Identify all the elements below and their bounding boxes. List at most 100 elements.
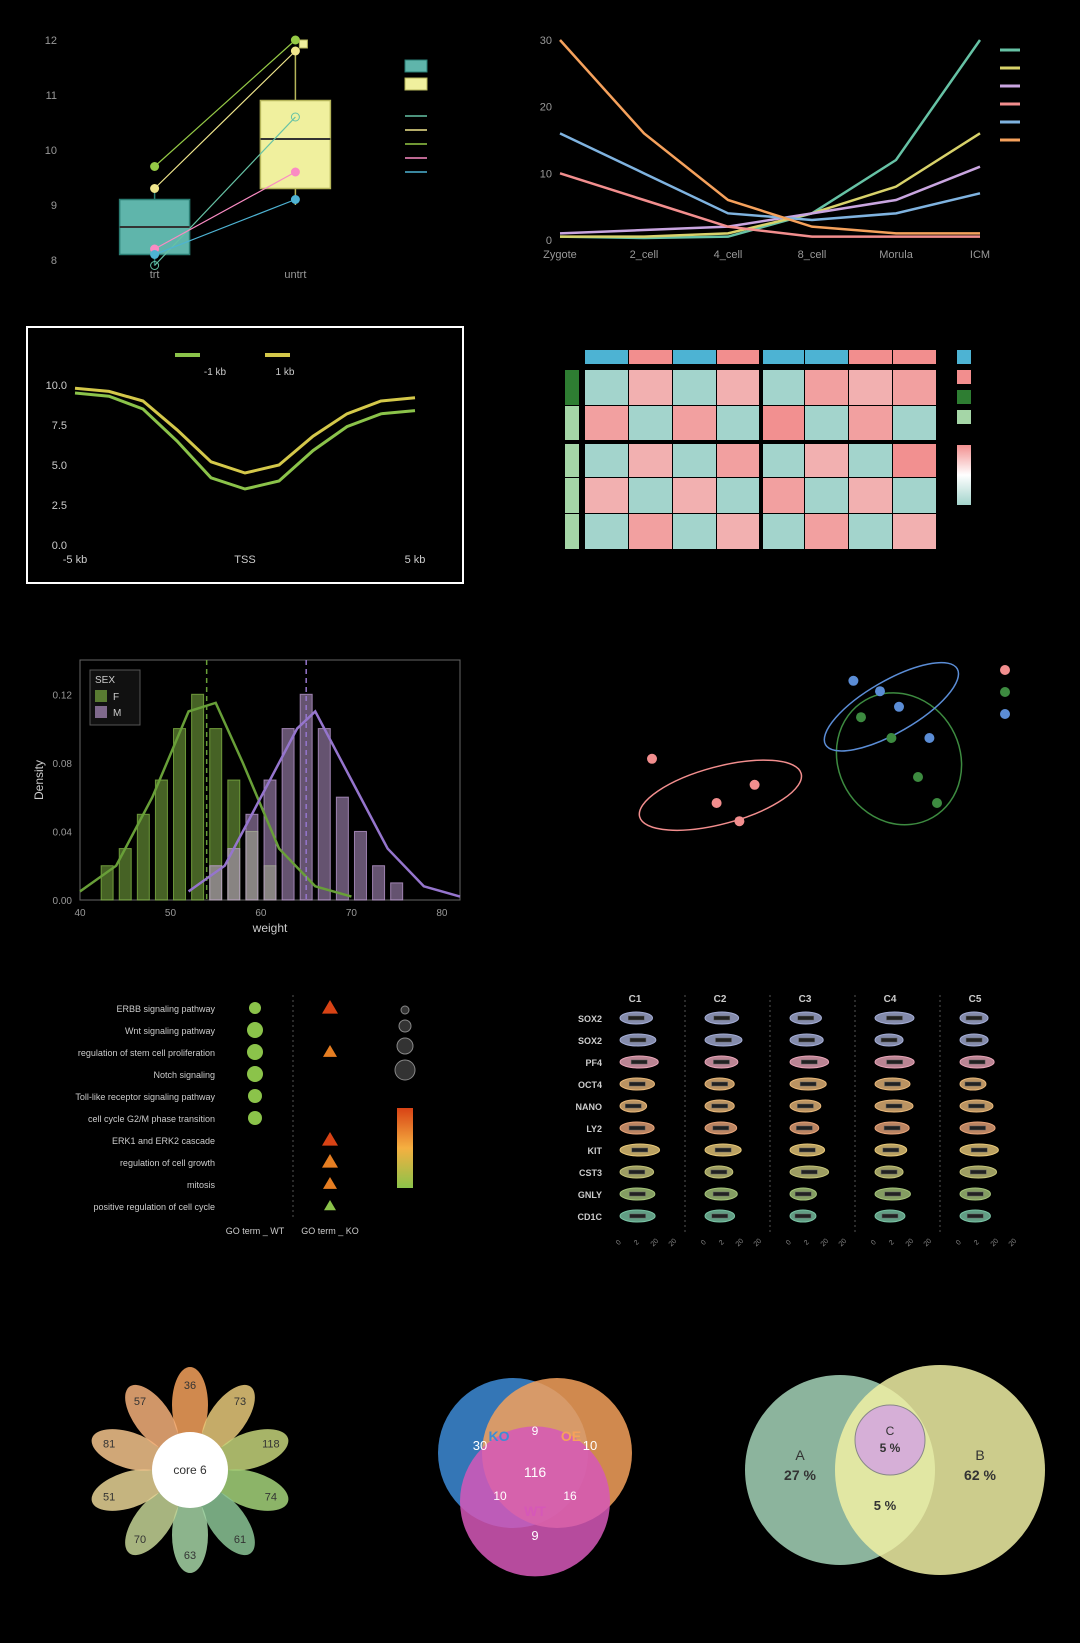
svg-text:C2: C2	[714, 994, 727, 1005]
svg-text:C: C	[886, 1424, 895, 1438]
svg-text:10: 10	[540, 168, 552, 180]
svg-text:core 6: core 6	[173, 1463, 207, 1477]
svg-text:GNLY: GNLY	[578, 1190, 602, 1200]
dotplot-panel: ERBB signaling pathwayWnt signaling path…	[25, 985, 505, 1265]
svg-text:20: 20	[923, 1238, 934, 1249]
svg-text:5 %: 5 %	[880, 1441, 901, 1455]
svg-text:10: 10	[493, 1489, 507, 1503]
svg-text:PF4: PF4	[585, 1058, 602, 1068]
svg-text:0: 0	[785, 1239, 793, 1247]
svg-text:5.0: 5.0	[52, 460, 67, 472]
svg-text:0: 0	[546, 235, 552, 247]
boxplot-panel: 89101112trtuntrt	[25, 20, 465, 300]
svg-text:4_cell: 4_cell	[714, 249, 743, 261]
svg-text:62 %: 62 %	[964, 1467, 996, 1483]
svg-text:20: 20	[820, 1238, 831, 1249]
svg-text:2: 2	[888, 1239, 896, 1247]
svg-text:0: 0	[700, 1239, 708, 1247]
svg-text:Morula: Morula	[879, 249, 914, 261]
svg-text:F: F	[113, 692, 119, 703]
svg-text:2: 2	[633, 1239, 641, 1247]
svg-text:12: 12	[45, 35, 57, 47]
svg-text:mitosis: mitosis	[187, 1180, 216, 1190]
svg-text:M: M	[113, 708, 121, 719]
svg-text:116: 116	[524, 1464, 547, 1480]
svg-text:C1: C1	[629, 994, 642, 1005]
svg-text:cell cycle G2/M phase transiti: cell cycle G2/M phase transition	[88, 1114, 215, 1124]
svg-text:70: 70	[134, 1534, 146, 1546]
svg-text:70: 70	[346, 908, 358, 919]
svg-text:57: 57	[134, 1396, 146, 1408]
svg-text:2: 2	[803, 1239, 811, 1247]
svg-text:2_cell: 2_cell	[630, 249, 659, 261]
svg-text:NANO: NANO	[576, 1102, 603, 1112]
svg-text:regulation of stem cell prolif: regulation of stem cell proliferation	[78, 1048, 215, 1058]
svg-text:63: 63	[184, 1550, 196, 1562]
svg-text:LY2: LY2	[586, 1124, 602, 1134]
svg-text:0.12: 0.12	[53, 690, 73, 701]
svg-text:OE: OE	[561, 1428, 581, 1444]
svg-text:KIT: KIT	[588, 1146, 603, 1156]
svg-text:KO: KO	[489, 1428, 510, 1444]
svg-text:positive regulation of cell cy: positive regulation of cell cycle	[93, 1202, 215, 1212]
svg-text:-1 kb: -1 kb	[204, 367, 227, 378]
svg-text:74: 74	[265, 1491, 277, 1503]
svg-text:20: 20	[540, 102, 552, 114]
svg-text:CD1C: CD1C	[577, 1212, 602, 1222]
scatter-panel	[555, 640, 1055, 950]
svg-text:B: B	[975, 1447, 984, 1463]
svg-text:10: 10	[583, 1438, 597, 1453]
svg-text:27 %: 27 %	[784, 1467, 816, 1483]
svg-text:2.5: 2.5	[52, 500, 67, 512]
svg-text:60: 60	[255, 908, 267, 919]
svg-text:9: 9	[51, 200, 57, 212]
svg-text:51: 51	[103, 1491, 115, 1503]
svg-text:OCT4: OCT4	[578, 1080, 602, 1090]
svg-text:weight: weight	[252, 921, 288, 935]
violin-panel: C1C2C3C4C5SOX2SOX2PF4OCT4NANOLY2KITCST3G…	[555, 985, 1055, 1265]
svg-text:81: 81	[103, 1439, 115, 1451]
venn2-panel: A27 %B62 %C5 %5 %	[720, 1340, 1060, 1600]
svg-text:SEX: SEX	[95, 675, 115, 686]
svg-text:5 kb: 5 kb	[405, 554, 426, 566]
svg-text:0.04: 0.04	[53, 827, 73, 838]
svg-text:0.0: 0.0	[52, 540, 67, 552]
svg-text:untrt: untrt	[284, 269, 306, 281]
svg-text:SOX2: SOX2	[578, 1014, 602, 1024]
svg-text:A: A	[795, 1447, 805, 1463]
svg-text:-5 kb: -5 kb	[63, 554, 87, 566]
svg-text:20: 20	[1008, 1238, 1019, 1249]
svg-text:11: 11	[46, 90, 57, 102]
svg-text:20: 20	[905, 1238, 916, 1249]
svg-text:80: 80	[436, 908, 448, 919]
svg-text:GO term _ KO: GO term _ KO	[301, 1226, 359, 1236]
svg-text:30: 30	[473, 1438, 487, 1453]
svg-text:0.08: 0.08	[53, 759, 73, 770]
svg-text:36: 36	[184, 1380, 196, 1392]
svg-text:Wnt signaling pathway: Wnt signaling pathway	[125, 1026, 216, 1036]
svg-text:0: 0	[615, 1239, 623, 1247]
svg-text:TSS: TSS	[234, 554, 255, 566]
svg-text:40: 40	[74, 908, 86, 919]
svg-text:10.0: 10.0	[46, 380, 67, 392]
svg-text:1 kb: 1 kb	[276, 367, 295, 378]
svg-text:CST3: CST3	[579, 1168, 602, 1178]
svg-text:20: 20	[753, 1238, 764, 1249]
svg-text:regulation of cell growth: regulation of cell growth	[120, 1158, 215, 1168]
svg-text:Zygote: Zygote	[543, 249, 577, 261]
svg-text:20: 20	[990, 1238, 1001, 1249]
venn3-panel: 3010991016116KOOEWT	[370, 1310, 700, 1630]
heatmap-panel	[555, 340, 1055, 580]
svg-text:9: 9	[531, 1528, 538, 1543]
svg-text:20: 20	[650, 1238, 661, 1249]
svg-text:ERK1 and ERK2 cascade: ERK1 and ERK2 cascade	[112, 1136, 215, 1146]
svg-text:20: 20	[838, 1238, 849, 1249]
svg-text:ICM: ICM	[970, 249, 990, 261]
svg-text:16: 16	[563, 1489, 577, 1503]
svg-text:Toll-like receptor signaling p: Toll-like receptor signaling pathway	[75, 1092, 215, 1102]
svg-text:Notch signaling: Notch signaling	[153, 1070, 215, 1080]
tss-panel: 0.02.55.07.510.0-5 kbTSS5 kb-1 kb1 kb	[25, 325, 465, 585]
svg-text:9: 9	[532, 1424, 539, 1438]
svg-text:10: 10	[45, 145, 57, 157]
svg-text:C3: C3	[799, 994, 812, 1005]
